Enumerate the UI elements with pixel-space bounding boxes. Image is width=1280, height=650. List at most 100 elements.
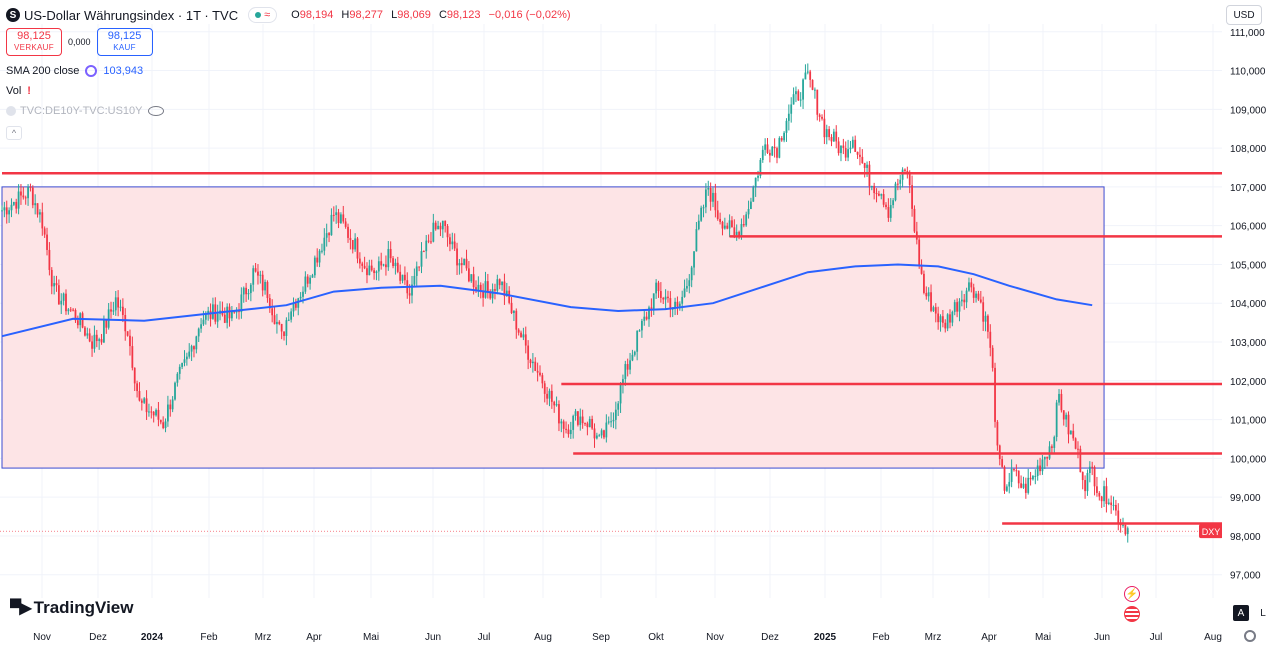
candle-body: [152, 411, 155, 416]
spread-value: 0,000: [68, 37, 91, 47]
spread-symbol-icon: [6, 106, 16, 116]
price-tick: 102,000: [1230, 377, 1267, 388]
buy-button[interactable]: 98,125 KAUF: [96, 28, 153, 56]
symbol-title[interactable]: US-Dollar Währungsindex · 1T · TVC: [24, 7, 239, 23]
time-tick: 2025: [814, 632, 837, 643]
candle-body: [1126, 528, 1129, 535]
flash-event-icon[interactable]: ⚡: [1124, 586, 1140, 602]
currency-selector[interactable]: USD: [1226, 5, 1262, 25]
candle-body: [425, 240, 428, 252]
candle-body: [347, 226, 349, 238]
candle-body: [501, 281, 503, 286]
candle-body: [136, 383, 138, 392]
candle-body: [318, 250, 321, 263]
candle-body: [1084, 480, 1086, 492]
settings-gear-icon[interactable]: [1244, 630, 1256, 642]
candle-body: [475, 287, 477, 290]
candle-body: [783, 132, 785, 141]
candle-body: [536, 370, 539, 373]
indicator-spread[interactable]: TVC:DE10Y-TVC:US10Y: [6, 102, 576, 120]
candle-body: [399, 271, 402, 281]
candle-body: [418, 266, 421, 268]
candle-body: [342, 214, 345, 222]
candle-body: [1036, 465, 1039, 476]
candle-body: [759, 160, 762, 176]
candle-body: [247, 293, 250, 295]
indicator-vol[interactable]: Vol !: [6, 82, 576, 100]
log-scale-button[interactable]: L: [1260, 607, 1266, 619]
sell-button[interactable]: 98,125 VERKAUF: [6, 28, 62, 56]
candle-body: [330, 214, 333, 236]
time-axis[interactable]: Nov Dez 2024 Feb Mrz Apr Mai Jun Jul Aug Sep Okt Nov…: [33, 632, 1222, 643]
candle-body: [171, 399, 174, 410]
candle-body: [882, 194, 885, 205]
candle-body: [470, 274, 473, 282]
candle-body: [43, 228, 46, 235]
candle-body: [745, 214, 748, 226]
candle-body: [1077, 448, 1079, 450]
candle-body: [323, 237, 326, 251]
candle-body: [1022, 483, 1025, 488]
sell-label: VERKAUF: [14, 43, 54, 52]
us-flag-event-icon[interactable]: [1124, 606, 1140, 622]
candle-body: [1117, 510, 1120, 524]
candle-body: [126, 331, 129, 336]
candle-body: [50, 269, 53, 287]
trade-buttons: 98,125 VERKAUF 0,000 98,125 KAUF: [6, 28, 576, 56]
candle-body: [143, 398, 146, 403]
candle-body: [121, 306, 124, 316]
candle-body: [169, 404, 172, 410]
candle-body: [422, 251, 425, 253]
high-label: H: [341, 9, 350, 21]
candle-body: [629, 360, 631, 370]
candle-body: [467, 268, 470, 282]
candle-body: [927, 292, 930, 297]
candle-body: [20, 191, 22, 196]
candle-body: [683, 288, 686, 297]
approx-icon: ≈: [264, 9, 271, 21]
price-tick: 105,000: [1230, 260, 1267, 271]
candle-body: [1091, 466, 1094, 468]
candle-body: [22, 195, 25, 198]
candle-body: [548, 390, 551, 399]
candle-body: [150, 411, 153, 413]
hidden-eye-icon[interactable]: [148, 106, 165, 116]
candle-body: [878, 193, 880, 196]
candle-body: [977, 293, 980, 300]
candle-body: [188, 351, 191, 357]
candle-body: [46, 234, 48, 250]
candle-body: [1081, 472, 1084, 481]
indicator-sma[interactable]: SMA 200 close 103,943: [6, 62, 576, 80]
price-axis[interactable]: 97,000 98,000 99,000 100,000 101,000 102,000 1…: [1222, 0, 1280, 650]
change-value: −0,016 (−0,02%): [488, 9, 571, 21]
candle-body: [1110, 502, 1113, 506]
candle-body: [103, 320, 105, 343]
tradingview-logo[interactable]: ▀▶ TradingView: [10, 598, 133, 618]
candle-body: [555, 404, 558, 406]
candle-body: [216, 313, 219, 322]
candle-body: [230, 311, 233, 319]
auto-scale-button[interactable]: A: [1233, 605, 1249, 621]
candle-body: [254, 268, 257, 272]
candle-body: [387, 248, 390, 268]
candle-body: [752, 187, 755, 202]
candle-body: [773, 146, 776, 149]
candle-body: [539, 372, 541, 376]
candle-body: [631, 354, 634, 361]
candle-body: [503, 281, 506, 297]
candle-body: [60, 300, 63, 305]
candle-body: [577, 411, 579, 425]
candle-body: [1010, 468, 1013, 482]
candle-body: [340, 214, 342, 224]
candle-body: [939, 316, 942, 323]
candle-body: [991, 347, 994, 368]
candle-body: [937, 313, 940, 323]
sma-value: 103,943: [103, 65, 144, 77]
symbol-icon[interactable]: S: [6, 8, 20, 22]
price-tick: 103,000: [1230, 338, 1267, 349]
market-status-pill[interactable]: ≈: [248, 7, 278, 23]
collapse-legend-icon[interactable]: ^: [6, 126, 22, 140]
candle-body: [107, 309, 110, 328]
candle-body: [875, 193, 878, 195]
